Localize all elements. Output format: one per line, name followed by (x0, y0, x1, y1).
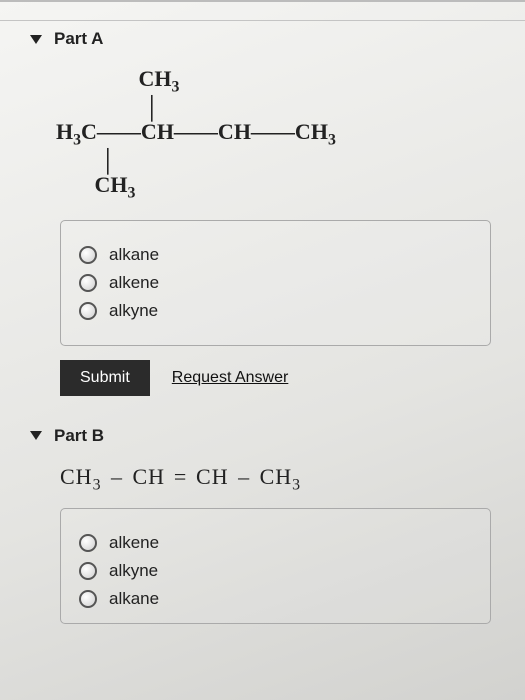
part-b-title: Part B (54, 426, 104, 446)
request-answer-link[interactable]: Request Answer (172, 369, 289, 387)
part-a-title: Part A (54, 29, 103, 49)
option-label: alkane (109, 589, 159, 609)
part-b-header[interactable]: Part B (30, 426, 503, 446)
radio-icon[interactable] (79, 274, 97, 292)
radio-icon[interactable] (79, 246, 97, 264)
radio-icon[interactable] (79, 590, 97, 608)
caret-down-icon (30, 431, 42, 440)
part-a-structure: CH3 │ H3C——CH——CH——CH3 │ CH3 (56, 67, 503, 202)
option-label: alkyne (109, 301, 158, 321)
part-b-formula: CH3 – CH = CH – CH3 (60, 464, 503, 494)
part-b-option[interactable]: alkene (79, 533, 472, 553)
radio-icon[interactable] (79, 534, 97, 552)
part-b-answer-box: alkene alkyne alkane (60, 508, 491, 624)
submit-button[interactable]: Submit (60, 360, 150, 396)
part-b-option[interactable]: alkyne (79, 561, 472, 581)
option-label: alkane (109, 245, 159, 265)
option-label: alkyne (109, 561, 158, 581)
part-a-answer-box: alkane alkene alkyne (60, 220, 491, 346)
part-a-option[interactable]: alkyne (79, 301, 472, 321)
option-label: alkene (109, 533, 159, 553)
part-b-option[interactable]: alkane (79, 589, 472, 609)
part-a-header[interactable]: Part A (30, 29, 503, 49)
caret-down-icon (30, 35, 42, 44)
radio-icon[interactable] (79, 562, 97, 580)
option-label: alkene (109, 273, 159, 293)
part-a-option[interactable]: alkene (79, 273, 472, 293)
radio-icon[interactable] (79, 302, 97, 320)
part-a-option[interactable]: alkane (79, 245, 472, 265)
